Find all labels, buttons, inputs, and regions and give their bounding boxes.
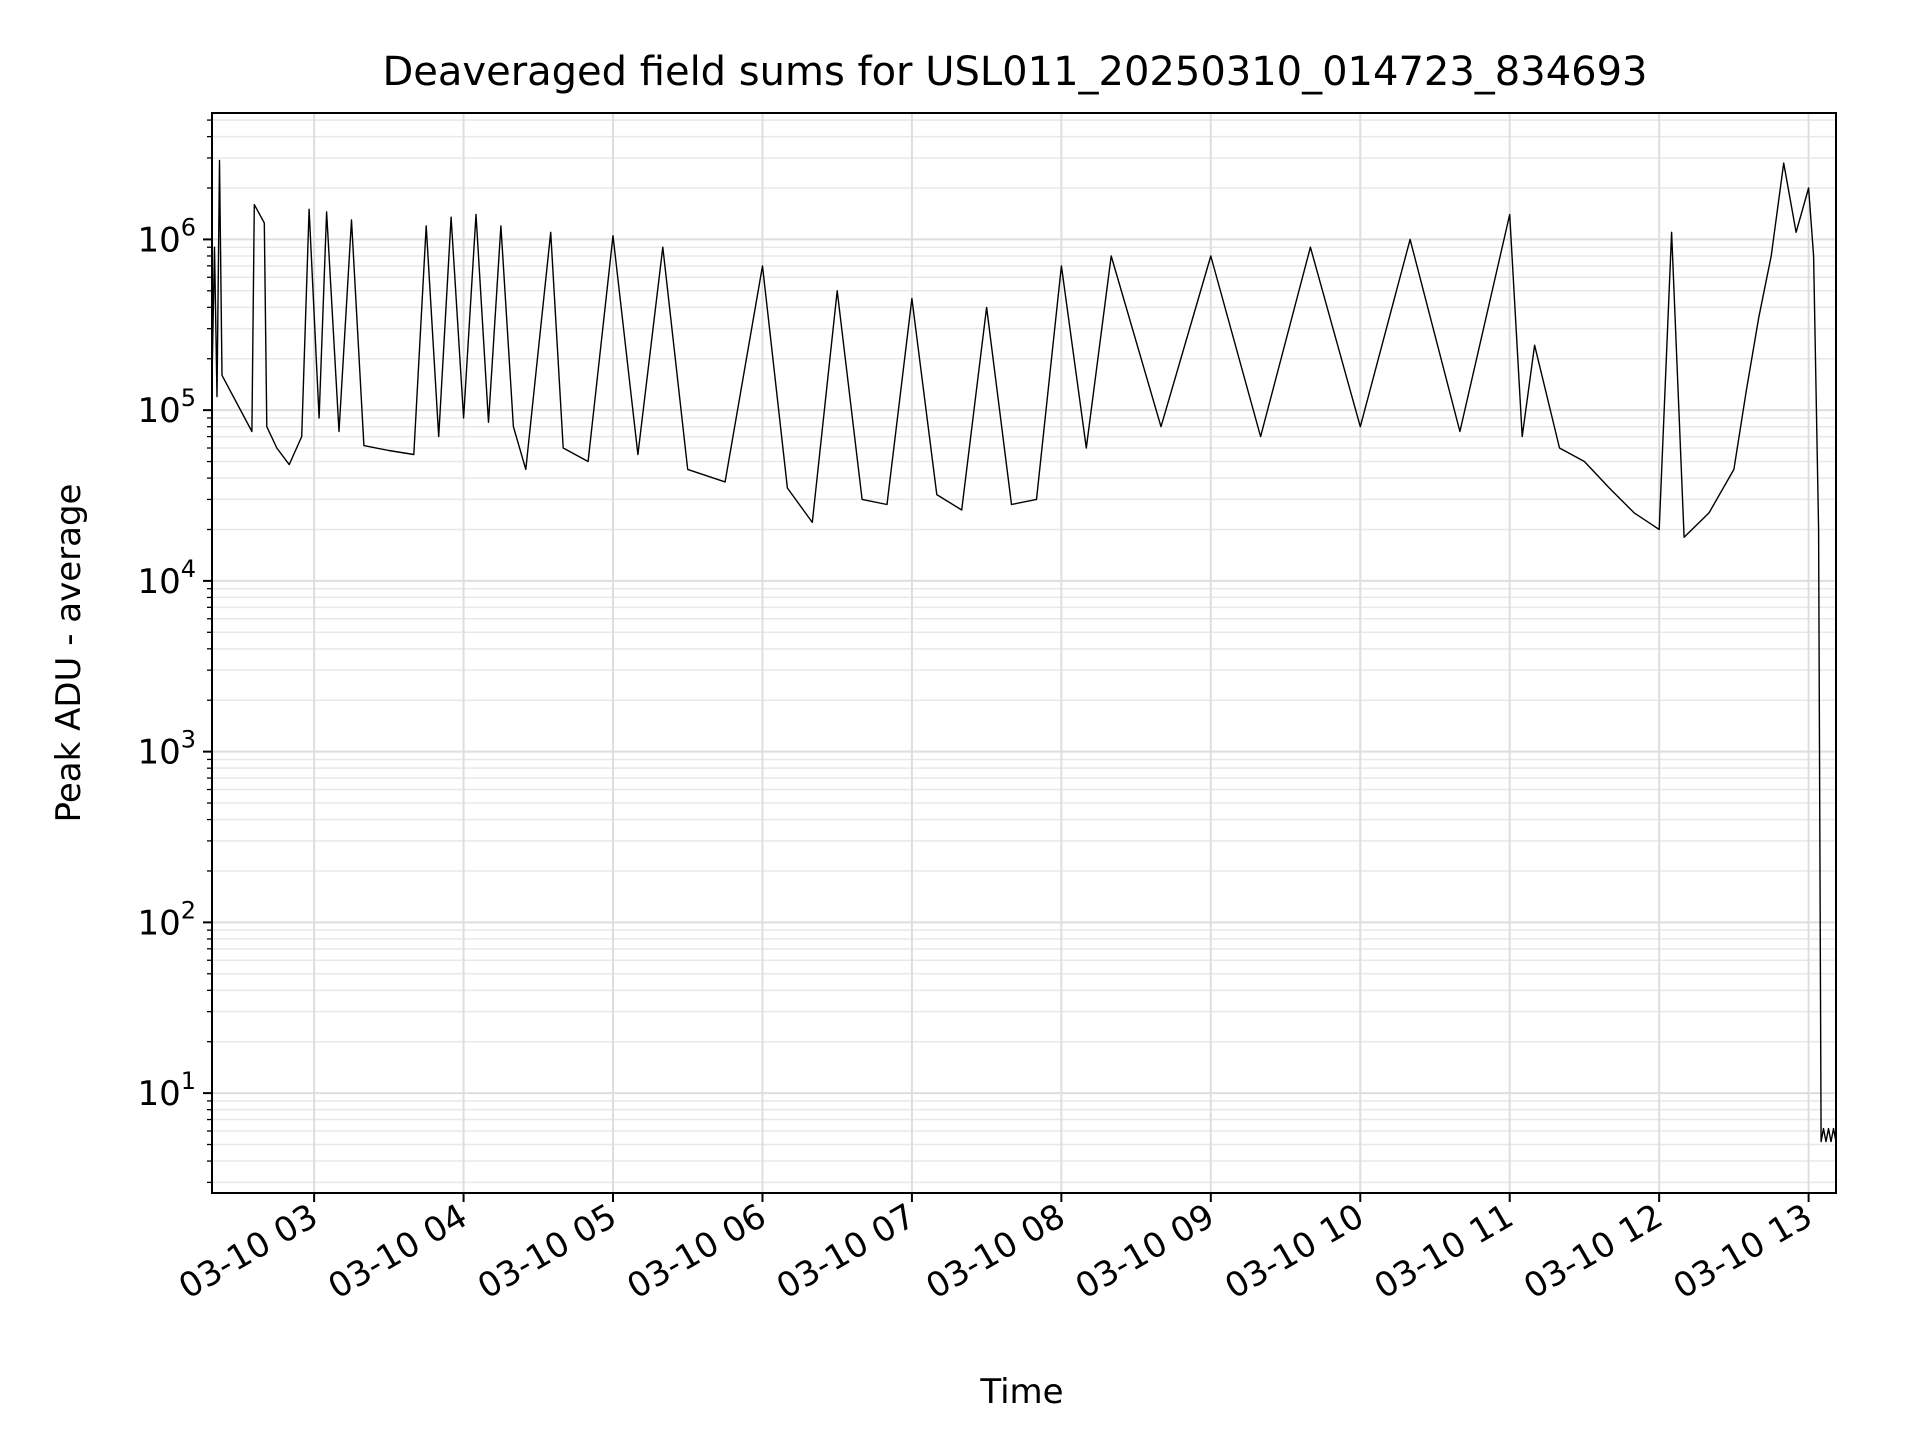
- x-tick-label: 03-10 05: [471, 1196, 623, 1307]
- grid-minor: [212, 119, 1836, 1184]
- series-line: [211, 159, 1837, 1143]
- x-tick-label: 03-10 09: [1069, 1196, 1221, 1307]
- y-axis: 101 102 103 104 105 106: [137, 119, 212, 1184]
- x-tick-label: 03-10 04: [322, 1196, 474, 1307]
- x-tick-label: 03-10 03: [172, 1196, 324, 1307]
- plot-area: [211, 112, 1837, 1194]
- y-tick-label: 105: [137, 384, 196, 431]
- chart-title: Deaveraged field sums for USL011_2025031…: [383, 49, 1648, 95]
- grid-major: [212, 113, 1836, 1193]
- series-layer: [211, 159, 1837, 1143]
- y-tick-label: 104: [137, 555, 196, 602]
- x-axis-label: Time: [979, 1372, 1063, 1412]
- x-tick-label: 03-10 06: [621, 1196, 773, 1307]
- x-tick-label: 03-10 08: [919, 1196, 1071, 1307]
- y-tick-label: 103: [137, 726, 196, 773]
- x-tick-label: 03-10 10: [1218, 1196, 1370, 1307]
- x-tick-label: 03-10 13: [1667, 1196, 1819, 1307]
- y-tick-label: 102: [137, 896, 196, 943]
- y-tick-label: 101: [137, 1067, 196, 1114]
- y-axis-label: Peak ADU - average: [49, 484, 89, 823]
- x-tick-label: 03-10 07: [770, 1196, 922, 1307]
- x-tick-label: 03-10 12: [1517, 1196, 1669, 1307]
- y-tick-label: 106: [137, 213, 196, 260]
- x-tick-label: 03-10 11: [1368, 1196, 1520, 1307]
